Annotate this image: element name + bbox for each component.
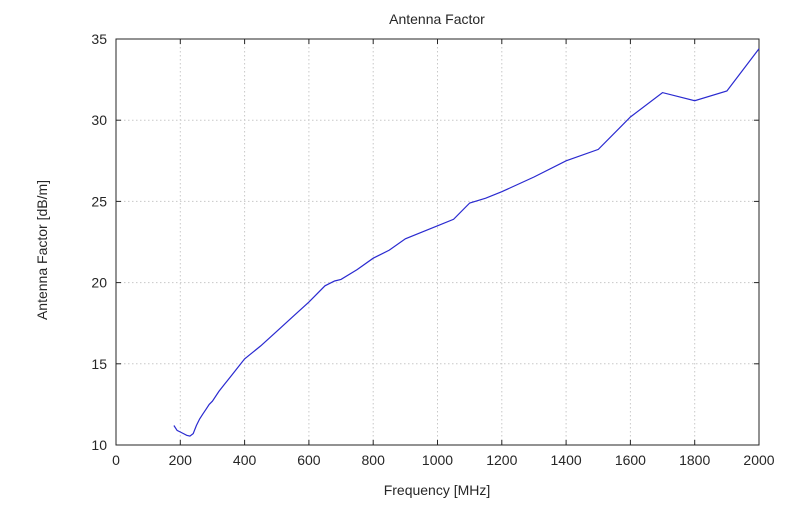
x-tick-label: 1600 — [615, 452, 646, 468]
x-tick-label: 1000 — [422, 452, 453, 468]
x-tick-label: 1800 — [679, 452, 710, 468]
y-tick-label: 25 — [91, 193, 107, 209]
x-axis-label: Frequency [MHz] — [384, 482, 491, 498]
antenna-factor-line — [173, 48, 760, 437]
x-tick-label: 600 — [297, 452, 321, 468]
y-tick-label: 15 — [91, 356, 107, 372]
axis-ticks — [115, 38, 760, 446]
x-tick-label: 2000 — [743, 452, 774, 468]
x-tick-label: 1200 — [486, 452, 517, 468]
y-tick-label: 10 — [91, 437, 107, 453]
y-axis-label: Antenna Factor [dB/m] — [34, 180, 50, 320]
chart-title: Antenna Factor — [389, 11, 485, 27]
y-tick-label: 20 — [91, 275, 107, 291]
x-tick-labels: 0 200 400 600 800 1000 1200 1400 1600 1800 2000 — [112, 452, 775, 468]
y-tick-label: 35 — [91, 31, 107, 47]
x-tick-label: 200 — [169, 452, 193, 468]
grid — [116, 39, 759, 445]
x-tick-label: 0 — [112, 452, 120, 468]
y-tick-labels: 10 15 20 25 30 35 — [91, 31, 107, 453]
x-tick-label: 400 — [233, 452, 257, 468]
x-tick-label: 1400 — [551, 452, 582, 468]
y-tick-label: 30 — [91, 112, 107, 128]
x-tick-label: 800 — [362, 452, 386, 468]
